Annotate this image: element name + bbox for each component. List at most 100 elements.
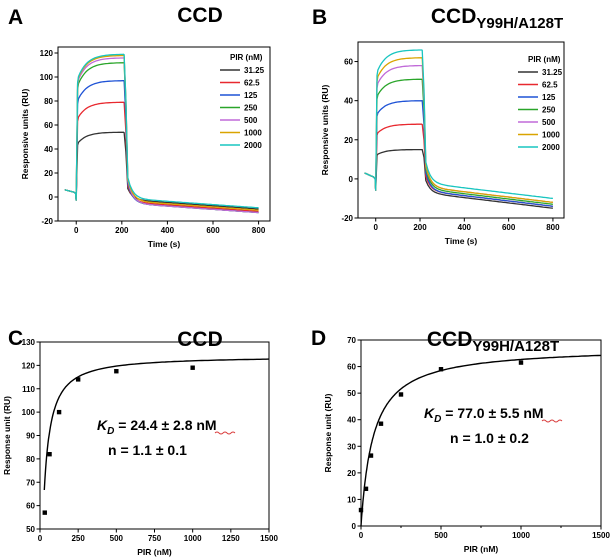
y-tick-label: 90 xyxy=(26,432,35,441)
series-line-1000 xyxy=(364,57,554,204)
x-tick-label: 750 xyxy=(148,534,162,543)
x-tick-label: 1500 xyxy=(260,534,278,543)
y-tick-label: -20 xyxy=(41,217,53,226)
y-tick-label: 100 xyxy=(22,408,36,417)
series-line-500 xyxy=(64,57,259,214)
y-tick-label: 60 xyxy=(344,58,353,67)
panel-c: C CCD 0 250 500 750 1000 1250 1500 50 60 70 80 90 100 1… xyxy=(2,327,278,557)
y-tick-label: 100 xyxy=(40,73,54,82)
data-point xyxy=(398,392,404,397)
x-axis-title: Time (s) xyxy=(445,236,478,246)
data-point xyxy=(75,377,81,382)
data-point xyxy=(518,360,524,365)
y-tick-label: 10 xyxy=(347,495,356,504)
y-tick-label: 120 xyxy=(22,361,36,370)
legend-label: 125 xyxy=(542,93,556,102)
series-line-125 xyxy=(364,100,553,207)
panel-title: CCDY99H/A128T xyxy=(431,5,563,32)
y-tick-label: 110 xyxy=(22,385,35,394)
legend-title: PIR (nM) xyxy=(230,53,263,62)
y-tick-label: 0 xyxy=(352,522,357,531)
y-tick-label: 40 xyxy=(344,97,353,106)
x-tick-label: 600 xyxy=(206,226,220,235)
plot-frame xyxy=(357,41,565,219)
y-tick-label: 40 xyxy=(347,416,356,425)
legend-label: 62.5 xyxy=(542,81,558,90)
series-line-31.25 xyxy=(64,131,259,210)
y-tick-label: 0 xyxy=(49,193,54,202)
panel-letter: A xyxy=(8,6,23,29)
legend-label: 2000 xyxy=(542,143,560,152)
y-axis-title: Responsive units (RU) xyxy=(320,84,330,175)
series-line-250 xyxy=(64,62,259,214)
panel-letter: C xyxy=(8,327,23,350)
panel-title: CCD xyxy=(177,4,223,27)
y-tick-label: 20 xyxy=(44,169,53,178)
series-line-2000 xyxy=(64,53,259,209)
y-tick-label: 70 xyxy=(26,478,35,487)
y-tick-label: -20 xyxy=(341,214,353,223)
x-tick-label: 800 xyxy=(546,223,560,232)
y-tick-label: 60 xyxy=(347,363,356,372)
kd-underline xyxy=(214,431,236,435)
legend-label: 2000 xyxy=(244,141,262,150)
x-tick-label: 0 xyxy=(38,534,43,543)
y-tick-label: 80 xyxy=(26,455,35,464)
y-tick-label: 30 xyxy=(347,442,356,451)
panel-d: D CCDY99H/A128T 0 500 1000 1500 0 10 20 30 40 50 60 7… xyxy=(311,327,610,554)
x-tick-label: 250 xyxy=(71,534,85,543)
panel-letter: D xyxy=(311,327,326,350)
data-point xyxy=(190,365,195,370)
x-tick-label: 500 xyxy=(110,534,124,543)
legend-label: 500 xyxy=(244,116,258,125)
y-tick-label: 130 xyxy=(22,338,36,347)
y-tick-label: 40 xyxy=(44,145,53,154)
legend-label: 250 xyxy=(542,106,556,115)
kd-annotation: KD = 24.4 ± 2.8 nM xyxy=(97,417,217,437)
x-tick-label: 1000 xyxy=(184,534,202,543)
x-tick-label: 1500 xyxy=(592,531,610,540)
fit-curve xyxy=(360,354,602,527)
x-tick-label: 500 xyxy=(434,531,448,540)
data-point xyxy=(42,510,47,515)
y-tick-label: 20 xyxy=(344,136,353,145)
panel-b: B CCDY99H/A128T 0 200 400 600 800 -20 0 20 40 60 Tim… xyxy=(312,5,565,246)
x-tick-label: 1250 xyxy=(222,534,240,543)
plot-frame xyxy=(39,341,270,530)
series-line-31.25 xyxy=(364,148,553,209)
legend-label: 1000 xyxy=(244,129,262,138)
y-tick-label: 0 xyxy=(349,175,354,184)
y-axis-title: Responsive units (RU) xyxy=(20,88,30,179)
hill-annotation: n = 1.1 ± 0.1 xyxy=(108,442,187,458)
series-line-1000 xyxy=(64,54,259,211)
data-point xyxy=(368,453,374,458)
y-axis-title: Response unit (RU) xyxy=(323,393,333,472)
legend-label: 31.25 xyxy=(542,68,563,77)
data-point xyxy=(438,367,444,372)
y-tick-label: 20 xyxy=(347,469,356,478)
x-tick-label: 200 xyxy=(115,226,129,235)
data-point xyxy=(363,486,369,491)
x-tick-label: 400 xyxy=(161,226,175,235)
x-axis-title: PIR (nM) xyxy=(137,547,172,557)
data-point xyxy=(47,452,52,457)
x-tick-label: 600 xyxy=(502,223,516,232)
legend-label: 125 xyxy=(244,91,258,100)
panel-a: A CCD 0 200 400 600 800 -20 0 20 40 60 80 100 120 Time … xyxy=(8,4,271,249)
panel-title: CCDY99H/A128T xyxy=(427,328,559,355)
y-tick-label: 60 xyxy=(44,121,53,130)
x-tick-label: 1000 xyxy=(512,531,530,540)
series-line-125 xyxy=(64,80,259,214)
plot-frame xyxy=(57,46,271,222)
x-axis-title: Time (s) xyxy=(148,239,181,249)
data-point xyxy=(358,507,364,513)
data-point xyxy=(378,421,384,426)
y-tick-label: 70 xyxy=(347,336,356,345)
x-tick-label: 0 xyxy=(74,226,79,235)
x-tick-label: 0 xyxy=(373,223,378,232)
y-tick-label: 50 xyxy=(347,389,356,398)
legend-title: PIR (nM) xyxy=(528,55,561,64)
series-line-62.5 xyxy=(64,101,259,213)
legend-label: 250 xyxy=(244,104,258,113)
